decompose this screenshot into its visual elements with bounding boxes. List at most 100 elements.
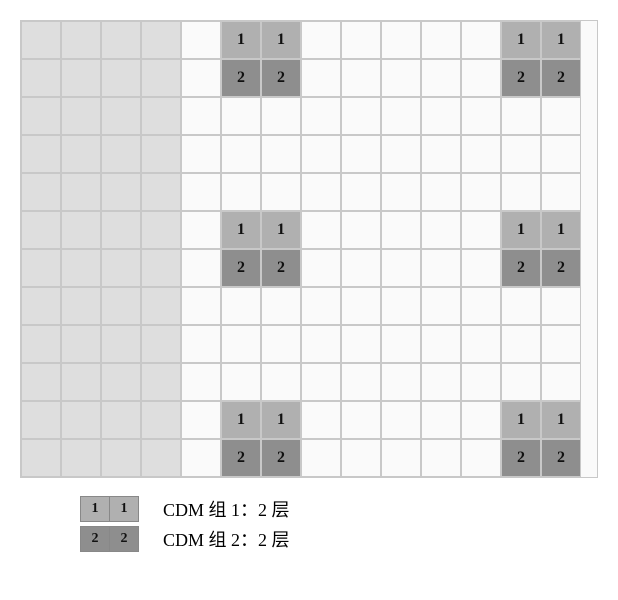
cdm-group2-cell: 2 xyxy=(261,439,301,477)
speckled-cell xyxy=(141,135,181,173)
empty-cell xyxy=(421,287,461,325)
speckled-cell xyxy=(101,249,141,287)
empty-cell xyxy=(181,173,221,211)
empty-cell xyxy=(221,135,261,173)
speckled-cell xyxy=(61,363,101,401)
empty-cell xyxy=(181,363,221,401)
legend-label-group2: CDM 组 2：2 层 xyxy=(163,526,290,552)
speckled-cell xyxy=(141,173,181,211)
speckled-cell xyxy=(21,249,61,287)
speckled-cell xyxy=(101,173,141,211)
empty-cell xyxy=(501,173,541,211)
empty-cell xyxy=(461,401,501,439)
empty-cell xyxy=(421,59,461,97)
legend-swatch-cell: 2 xyxy=(81,527,110,551)
empty-cell xyxy=(221,287,261,325)
empty-cell xyxy=(461,173,501,211)
empty-cell xyxy=(381,325,421,363)
empty-cell xyxy=(421,401,461,439)
empty-cell xyxy=(421,97,461,135)
cdm-group2-cell: 2 xyxy=(501,59,541,97)
empty-cell xyxy=(341,211,381,249)
speckled-cell xyxy=(61,249,101,287)
speckled-cell xyxy=(141,21,181,59)
empty-cell xyxy=(461,97,501,135)
cdm-group2-cell: 2 xyxy=(501,249,541,287)
empty-cell xyxy=(421,135,461,173)
empty-cell xyxy=(221,363,261,401)
cdm-group1-cell: 1 xyxy=(541,21,581,59)
empty-cell xyxy=(341,249,381,287)
cdm-group1-cell: 1 xyxy=(261,401,301,439)
empty-cell xyxy=(301,211,341,249)
legend-swatch-group1: 1 1 xyxy=(80,496,139,522)
empty-cell xyxy=(341,439,381,477)
speckled-cell xyxy=(101,325,141,363)
empty-cell xyxy=(301,287,341,325)
legend-row-group2: 2 2 CDM 组 2：2 层 xyxy=(80,526,598,552)
speckled-cell xyxy=(61,287,101,325)
speckled-cell xyxy=(101,363,141,401)
speckled-cell xyxy=(101,97,141,135)
empty-cell xyxy=(461,325,501,363)
cdm-group2-cell: 2 xyxy=(261,249,301,287)
cdm-group2-cell: 2 xyxy=(541,249,581,287)
empty-cell xyxy=(501,97,541,135)
empty-cell xyxy=(261,135,301,173)
empty-cell xyxy=(181,249,221,287)
empty-cell xyxy=(341,97,381,135)
speckled-cell xyxy=(21,21,61,59)
empty-cell xyxy=(341,59,381,97)
cdm-group1-cell: 1 xyxy=(261,211,301,249)
empty-cell xyxy=(461,249,501,287)
empty-cell xyxy=(261,287,301,325)
empty-cell xyxy=(381,439,421,477)
cdm-group2-cell: 2 xyxy=(221,249,261,287)
speckled-cell xyxy=(21,401,61,439)
empty-cell xyxy=(301,325,341,363)
empty-cell xyxy=(301,439,341,477)
speckled-cell xyxy=(61,97,101,135)
empty-cell xyxy=(501,325,541,363)
empty-cell xyxy=(381,59,421,97)
legend-row-group1: 1 1 CDM 组 1：2 层 xyxy=(80,496,598,522)
empty-cell xyxy=(181,439,221,477)
empty-cell xyxy=(381,287,421,325)
empty-cell xyxy=(341,363,381,401)
empty-cell xyxy=(221,97,261,135)
empty-cell xyxy=(261,363,301,401)
legend-swatch-cell: 1 xyxy=(81,497,110,521)
empty-cell xyxy=(381,135,421,173)
empty-cell xyxy=(381,249,421,287)
empty-cell xyxy=(381,363,421,401)
empty-cell xyxy=(421,325,461,363)
speckled-cell xyxy=(61,211,101,249)
speckled-cell xyxy=(141,249,181,287)
speckled-cell xyxy=(61,325,101,363)
resource-grid: 111122221111222211112222 xyxy=(20,20,598,478)
empty-cell xyxy=(181,59,221,97)
empty-cell xyxy=(461,211,501,249)
empty-cell xyxy=(341,287,381,325)
empty-cell xyxy=(461,135,501,173)
speckled-cell xyxy=(141,401,181,439)
legend: 1 1 CDM 组 1：2 层 2 2 CDM 组 2：2 层 xyxy=(80,496,598,552)
empty-cell xyxy=(421,211,461,249)
speckled-cell xyxy=(61,439,101,477)
empty-cell xyxy=(261,325,301,363)
empty-cell xyxy=(181,97,221,135)
speckled-cell xyxy=(101,59,141,97)
speckled-cell xyxy=(21,173,61,211)
empty-cell xyxy=(301,363,341,401)
empty-cell xyxy=(381,401,421,439)
speckled-cell xyxy=(101,21,141,59)
legend-swatch-group2: 2 2 xyxy=(80,526,139,552)
empty-cell xyxy=(421,363,461,401)
cdm-group1-cell: 1 xyxy=(221,401,261,439)
empty-cell xyxy=(301,401,341,439)
empty-cell xyxy=(421,173,461,211)
empty-cell xyxy=(501,135,541,173)
speckled-cell xyxy=(21,97,61,135)
cdm-group1-cell: 1 xyxy=(501,21,541,59)
speckled-cell xyxy=(61,135,101,173)
